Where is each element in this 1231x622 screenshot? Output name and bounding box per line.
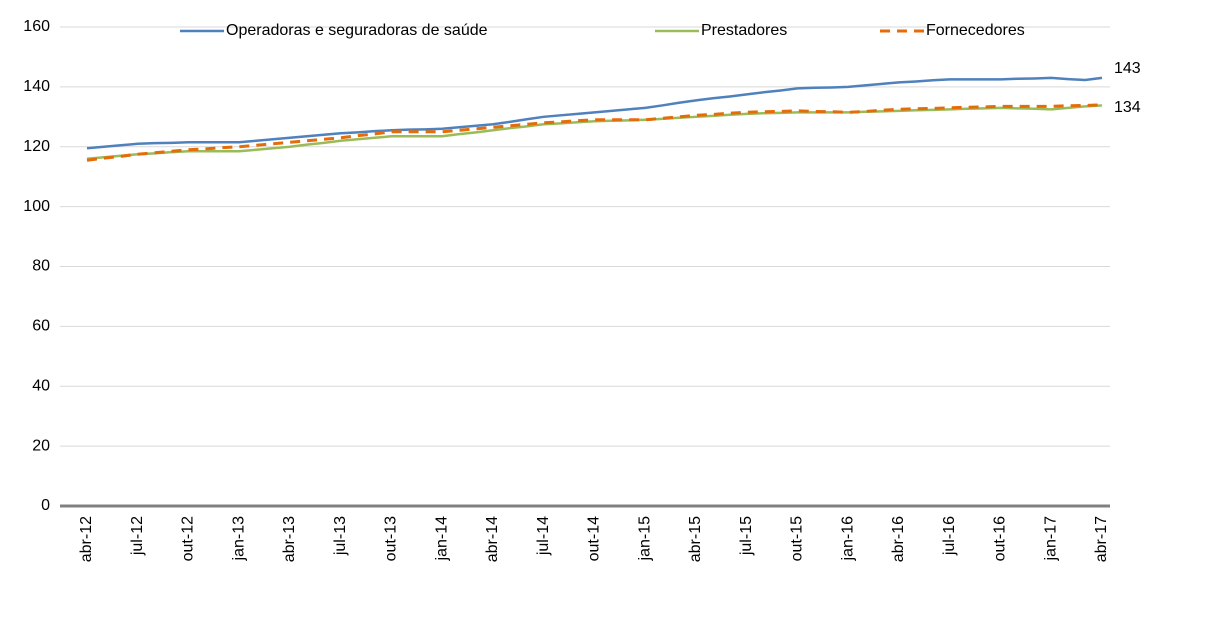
y-tick-label: 100	[23, 198, 50, 215]
value-label: 134	[1114, 99, 1141, 116]
y-tick-label: 40	[32, 377, 50, 394]
legend-label: Fornecedores	[926, 22, 1025, 39]
x-tick-label: abr-17	[1093, 516, 1110, 562]
x-tick-label: jan-16	[839, 516, 856, 562]
x-tick-label: out-15	[789, 516, 806, 561]
x-tick-label: jul-15	[738, 516, 755, 556]
y-tick-label: 60	[32, 318, 50, 335]
x-tick-label: jan-13	[230, 516, 247, 562]
x-tick-label: jul-13	[332, 516, 349, 556]
series-line	[86, 76, 1103, 150]
x-tick-label: jan-14	[433, 516, 450, 562]
x-tick-label: jan-15	[636, 516, 653, 562]
x-tick-label: out-12	[180, 516, 197, 561]
x-tick-label: jul-16	[941, 516, 958, 556]
legend-label: Operadoras e seguradoras de saúde	[226, 22, 488, 39]
x-tick-label: abr-12	[78, 516, 95, 562]
x-tick-label: out-16	[992, 516, 1009, 561]
x-tick-label: out-14	[586, 516, 603, 561]
x-tick-label: jul-12	[129, 516, 146, 556]
y-tick-label: 80	[32, 258, 50, 275]
x-tick-label: abr-14	[484, 516, 501, 562]
y-tick-label: 140	[23, 78, 50, 95]
x-tick-label: jul-14	[535, 516, 552, 556]
y-tick-label: 20	[32, 437, 50, 454]
y-tick-label: 160	[23, 18, 50, 35]
y-tick-label: 120	[23, 138, 50, 155]
value-label: 143	[1114, 60, 1141, 77]
y-tick-label: 0	[41, 497, 50, 514]
x-tick-label: abr-15	[687, 516, 704, 562]
x-tick-label: abr-16	[890, 516, 907, 562]
x-tick-label: jan-17	[1042, 516, 1059, 562]
series-line	[86, 104, 1103, 160]
legend-label: Prestadores	[701, 22, 787, 39]
x-tick-label: out-13	[383, 516, 400, 561]
x-tick-label: abr-13	[281, 516, 298, 562]
